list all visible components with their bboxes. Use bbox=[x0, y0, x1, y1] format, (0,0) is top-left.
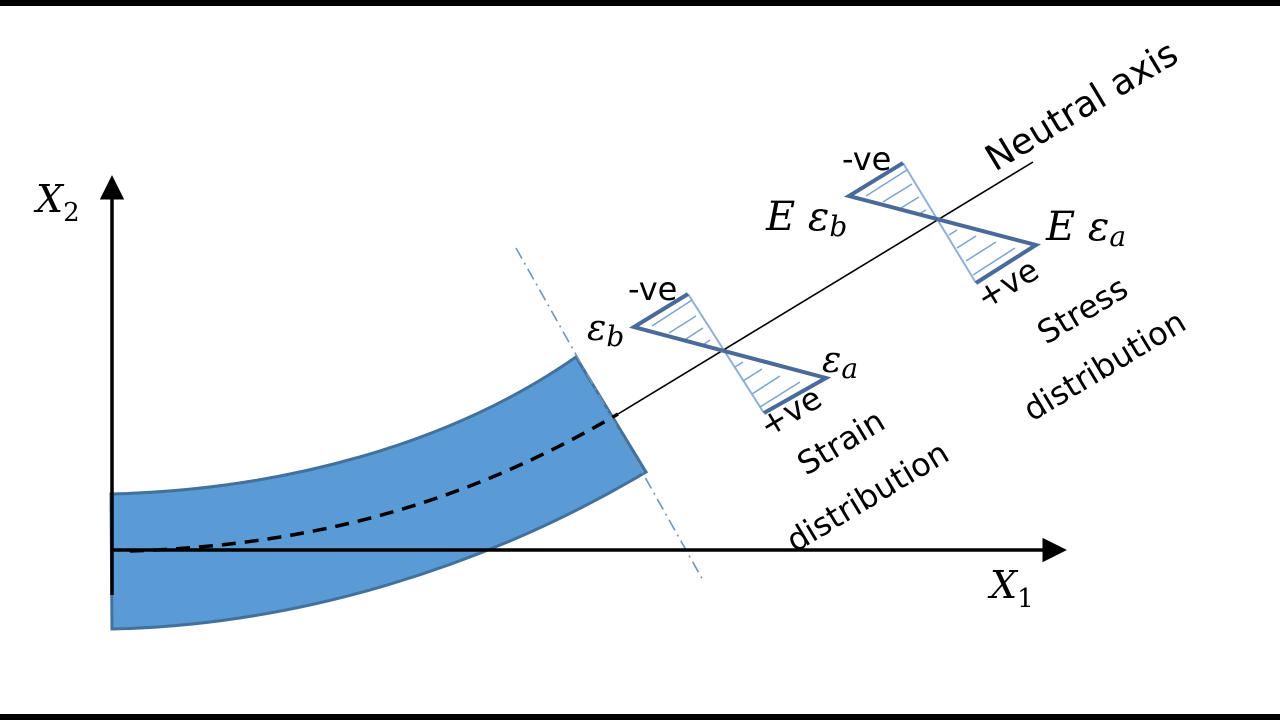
strain-distribution bbox=[628, 292, 832, 415]
stress-profile bbox=[843, 161, 1041, 285]
strain-hatch bbox=[651, 299, 801, 408]
beam-bending-diagram: X2 X1 Neutral axis εb -ve εa +ve Strain … bbox=[33, 33, 1192, 631]
x2-axis-label: X2 bbox=[33, 177, 80, 228]
stress-bottom-sign: +ve bbox=[970, 251, 1046, 317]
neutral-axis-label: Neutral axis bbox=[979, 33, 1186, 180]
section-line bbox=[515, 247, 705, 583]
stress-bottom-label: E εa bbox=[1045, 204, 1126, 253]
strain-top-label: εb bbox=[587, 308, 624, 353]
strain-bottom-label: εa bbox=[822, 340, 858, 385]
stress-distribution bbox=[843, 161, 1041, 285]
neutral-axis-curve bbox=[129, 412, 619, 553]
x1-axis-label: X1 bbox=[987, 563, 1034, 614]
strain-profile bbox=[628, 292, 832, 415]
neutral-axis-line bbox=[617, 161, 1034, 415]
bent-beam bbox=[109, 354, 649, 631]
stress-top-label: E εb bbox=[765, 194, 847, 243]
stress-hatch bbox=[865, 169, 1016, 276]
stress-top-sign: -ve bbox=[842, 140, 891, 178]
strain-top-sign: -ve bbox=[628, 270, 677, 308]
stress-baseline bbox=[902, 162, 977, 284]
slide-canvas: X2 X1 Neutral axis εb -ve εa +ve Strain … bbox=[0, 6, 1280, 714]
